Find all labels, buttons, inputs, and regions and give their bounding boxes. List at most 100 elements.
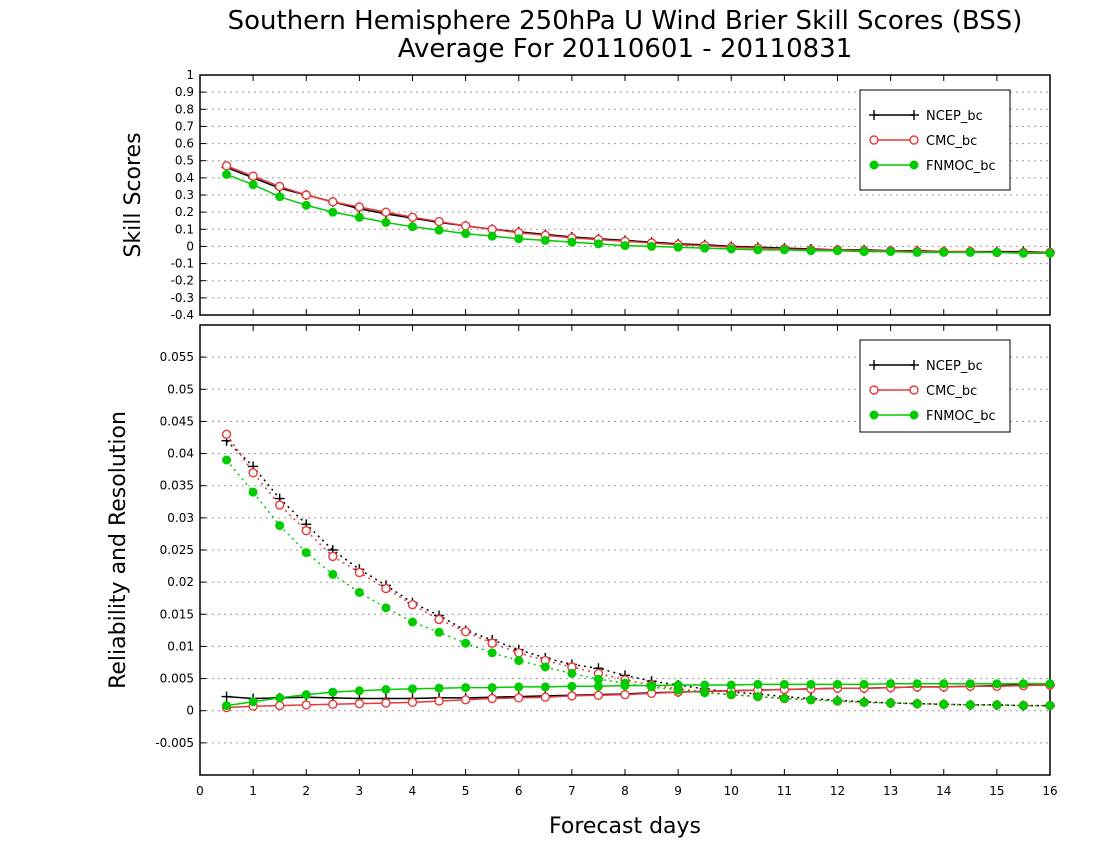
data-point	[1018, 701, 1028, 711]
data-point	[328, 687, 338, 697]
chart-subtitle: Average For 20110601 - 20110831	[398, 34, 853, 64]
data-point	[408, 617, 417, 627]
y-tick-label: 0.2	[175, 205, 194, 219]
data-point	[673, 242, 683, 252]
series-NCEP_bc-reliability	[221, 435, 1055, 711]
data-point	[487, 231, 497, 241]
y-tick-label: 0.8	[175, 102, 194, 116]
data-point	[434, 216, 444, 227]
series-FNMOC_bc-resolution	[222, 679, 1055, 711]
data-point	[779, 694, 789, 703]
data-point	[407, 212, 418, 222]
data-point	[912, 247, 922, 257]
plot-frame	[199, 74, 1051, 316]
data-point	[222, 455, 232, 465]
data-point	[673, 680, 683, 690]
y-tick-label: 0.03	[167, 511, 194, 525]
data-point	[301, 690, 311, 700]
data-point	[909, 110, 919, 120]
data-point	[461, 638, 471, 648]
data-point	[328, 699, 338, 709]
data-point	[965, 700, 975, 710]
data-point	[833, 246, 842, 256]
data-point	[859, 247, 869, 257]
series-line	[226, 440, 1050, 707]
data-point	[593, 681, 603, 691]
series-line	[225, 433, 1050, 707]
y-tick-label: 0.3	[175, 188, 194, 202]
x-tick-label: 14	[936, 784, 951, 798]
x-tick-label: 4	[409, 784, 417, 798]
data-point	[909, 160, 919, 170]
data-point	[301, 200, 311, 210]
top-panel-skill-scores: -0.4 -0.3 -0.2 -0.1 0 0.1 0.2 0.3 0.4 0.5 0.6 0.7 0.…	[121, 68, 1055, 322]
data-point	[514, 656, 524, 666]
data-point	[275, 192, 285, 202]
data-point	[833, 696, 842, 706]
data-point	[540, 692, 551, 702]
legend-item-CMC_bc: CMC_bc	[869, 384, 977, 399]
data-point	[647, 241, 657, 251]
data-point	[514, 682, 524, 692]
data-point	[567, 237, 577, 247]
data-point	[700, 243, 710, 253]
data-point	[381, 207, 391, 217]
data-point	[301, 190, 311, 200]
data-point	[407, 599, 418, 610]
data-point	[806, 246, 816, 256]
data-point	[726, 244, 736, 254]
x-tick-label: 2	[302, 784, 310, 798]
data-point	[726, 690, 736, 700]
data-point	[248, 468, 258, 478]
data-point	[487, 683, 497, 693]
data-point	[381, 603, 391, 613]
data-point	[869, 410, 879, 420]
y-tick-label: -0.4	[171, 308, 194, 322]
data-point	[461, 683, 471, 693]
data-point	[248, 171, 258, 181]
data-point	[806, 679, 816, 689]
y-tick-label: 0.015	[160, 607, 194, 621]
data-point	[909, 135, 919, 145]
y-tick-label: 0.1	[175, 222, 194, 236]
data-point	[1045, 679, 1055, 689]
x-tick-label: 6	[515, 784, 523, 798]
y-tick-label: 0.5	[175, 154, 194, 168]
data-point	[408, 222, 417, 232]
data-point	[434, 683, 444, 693]
data-point	[381, 685, 391, 694]
legend-item-NCEP_bc: NCEP_bc	[869, 359, 983, 374]
legend-label: FNMOC_bc	[926, 409, 996, 424]
data-point	[753, 692, 763, 702]
data-point	[274, 181, 285, 192]
data-point	[328, 197, 338, 207]
data-point	[487, 648, 497, 658]
y-tick-label: -0.3	[171, 291, 194, 305]
data-point	[540, 682, 550, 692]
data-point	[248, 697, 258, 707]
legend-item-FNMOC_bc: FNMOC_bc	[869, 159, 996, 174]
bottom-panel-reliability-resolution: -0.005 0 0.005 0.01 0.015 0.02 0.025 0.03 0.035 0…	[106, 324, 1058, 798]
data-point	[909, 410, 919, 420]
y-tick-label: 0.4	[175, 171, 194, 185]
y-tick-label: 0.6	[175, 137, 194, 151]
y-tick-label: 0.025	[160, 543, 194, 557]
data-point	[726, 680, 736, 690]
plot-frame	[199, 324, 1051, 776]
data-point	[700, 688, 710, 698]
data-point	[301, 700, 311, 710]
y-axis-label: Reliability and Resolution	[106, 411, 131, 689]
data-point	[859, 679, 869, 689]
data-point	[487, 638, 497, 648]
data-point	[487, 693, 497, 704]
data-point	[540, 662, 550, 672]
x-tick-label: 16	[1042, 784, 1057, 798]
data-point	[992, 679, 1002, 689]
y-tick-label: 0.05	[167, 382, 194, 396]
legend-label: FNMOC_bc	[926, 159, 996, 174]
data-point	[434, 225, 444, 235]
data-point	[354, 567, 365, 578]
legend: NCEP_bc CMC_bc FNMOC_bc	[859, 89, 1011, 191]
data-point	[275, 521, 285, 531]
